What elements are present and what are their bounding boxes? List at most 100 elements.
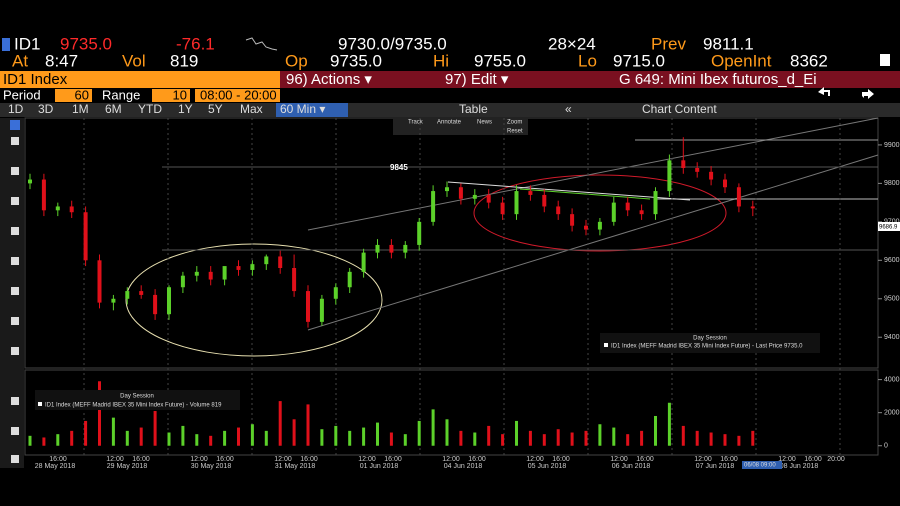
undo-redo[interactable] <box>818 87 874 99</box>
x-tick-label: 20:00 <box>827 456 845 463</box>
tool-icon[interactable] <box>11 137 19 145</box>
x-date-label: 06 Jun 2018 <box>612 463 651 470</box>
candle-body <box>528 191 533 195</box>
table-button[interactable]: Table <box>459 102 488 116</box>
annotate[interactable]: Annotate <box>437 120 462 126</box>
zoom[interactable]: Zoom <box>507 120 522 126</box>
tool-icon[interactable] <box>11 197 19 205</box>
candle-body <box>514 191 519 215</box>
time: 8:47 <box>45 51 78 70</box>
interval-box[interactable] <box>276 103 348 117</box>
x-tick-label: 16:00 <box>552 456 570 463</box>
volume-bar <box>515 420 518 446</box>
range-button[interactable]: 1M <box>72 102 89 116</box>
tool-icon[interactable] <box>10 120 20 130</box>
candle-body <box>611 202 616 222</box>
candle-body <box>681 160 686 168</box>
change: -76.1 <box>176 34 215 53</box>
period[interactable]: 60 <box>75 87 89 102</box>
track[interactable]: Track <box>408 120 424 126</box>
volume-bar <box>223 430 227 446</box>
candle-body <box>597 221 602 230</box>
last-price: 9735.0 <box>60 34 112 53</box>
range[interactable]: 10 <box>173 87 187 102</box>
candle-body <box>292 268 297 292</box>
candle-body <box>111 298 116 303</box>
actions-menu[interactable]: 96) Actions ▾ <box>286 71 372 88</box>
candle-body <box>236 266 241 270</box>
volume-bar <box>542 434 546 446</box>
cursor-time: 06/08 09:00 <box>744 463 776 469</box>
chart-content[interactable]: Chart Content <box>642 102 717 116</box>
candle-body <box>458 187 463 199</box>
volume-bar <box>417 420 421 446</box>
page-title: G 649: Mini Ibex futuros_d_Ei <box>619 71 817 88</box>
toolbar <box>0 103 900 117</box>
tool-icon[interactable] <box>11 287 19 295</box>
candle-body <box>542 194 547 207</box>
tool-icon[interactable] <box>11 257 19 265</box>
volume-bar <box>209 435 213 446</box>
volume-bar <box>695 430 699 446</box>
volume-bar <box>667 402 671 446</box>
range-button[interactable]: 1D <box>8 102 24 116</box>
x-date-label: 04 Jun 2018 <box>444 463 483 470</box>
tool-icon[interactable] <box>11 455 19 463</box>
price-panel <box>24 117 879 369</box>
candle-body <box>347 271 352 288</box>
range-button[interactable]: 3D <box>38 102 54 116</box>
lo-label: Lo <box>578 51 597 70</box>
reset[interactable]: Reset <box>507 129 523 135</box>
candle-body <box>472 194 477 199</box>
tool-icons <box>10 120 20 463</box>
candle-body <box>639 210 644 215</box>
period-box[interactable] <box>55 89 92 102</box>
tool-icon[interactable] <box>11 427 19 435</box>
volume-bar <box>473 432 477 446</box>
candle-body <box>180 275 185 288</box>
op: 9735.0 <box>330 51 382 70</box>
candle-body <box>695 168 700 172</box>
tool-icon[interactable] <box>11 317 19 325</box>
tool-icon[interactable] <box>11 347 19 355</box>
tool-icon[interactable] <box>11 167 19 175</box>
tool-icon[interactable] <box>11 227 19 235</box>
hours[interactable]: 08:00 - 20:00 <box>200 87 277 102</box>
range-box[interactable] <box>152 89 190 102</box>
tool-icon[interactable] <box>11 397 19 405</box>
candle-body <box>361 252 366 272</box>
news[interactable]: News <box>477 120 492 126</box>
oi: 8362 <box>790 51 828 70</box>
x-tick-label: 12:00 <box>190 456 208 463</box>
candle-body <box>417 221 422 245</box>
range-button[interactable]: YTD <box>138 102 162 116</box>
prev: 9811.1 <box>703 34 754 53</box>
x-tick-label: 12:00 <box>526 456 544 463</box>
candle-body <box>709 171 714 180</box>
candle-body <box>584 225 588 230</box>
ellipse-annotation <box>125 243 383 357</box>
volume-bar <box>403 434 407 446</box>
range-button[interactable]: Max <box>240 102 263 116</box>
interval[interactable]: 60 Min ▾ <box>280 102 325 116</box>
x-tick-label: 12:00 <box>610 456 628 463</box>
last-tag: 9686.9 <box>879 225 898 231</box>
volume-bar <box>640 430 644 446</box>
range-button[interactable]: 1Y <box>178 102 193 116</box>
volume-bar <box>654 415 657 446</box>
collapse[interactable]: « <box>565 102 572 116</box>
x-tick-label: 16:00 <box>132 456 150 463</box>
volume-bar <box>362 427 366 446</box>
trend-line <box>519 188 651 200</box>
export-icon[interactable] <box>880 54 890 66</box>
candle-body <box>83 212 88 261</box>
range-button[interactable]: 6M <box>105 102 122 116</box>
range-button[interactable]: 5Y <box>208 102 223 116</box>
candle-body <box>723 179 727 188</box>
hours-box[interactable] <box>195 89 280 102</box>
volume-bar <box>612 427 616 446</box>
candle-body <box>55 206 60 211</box>
edit-menu[interactable]: 97) Edit ▾ <box>445 71 509 88</box>
y-tick-label: 9500 <box>884 296 900 303</box>
legend-box <box>600 333 820 353</box>
